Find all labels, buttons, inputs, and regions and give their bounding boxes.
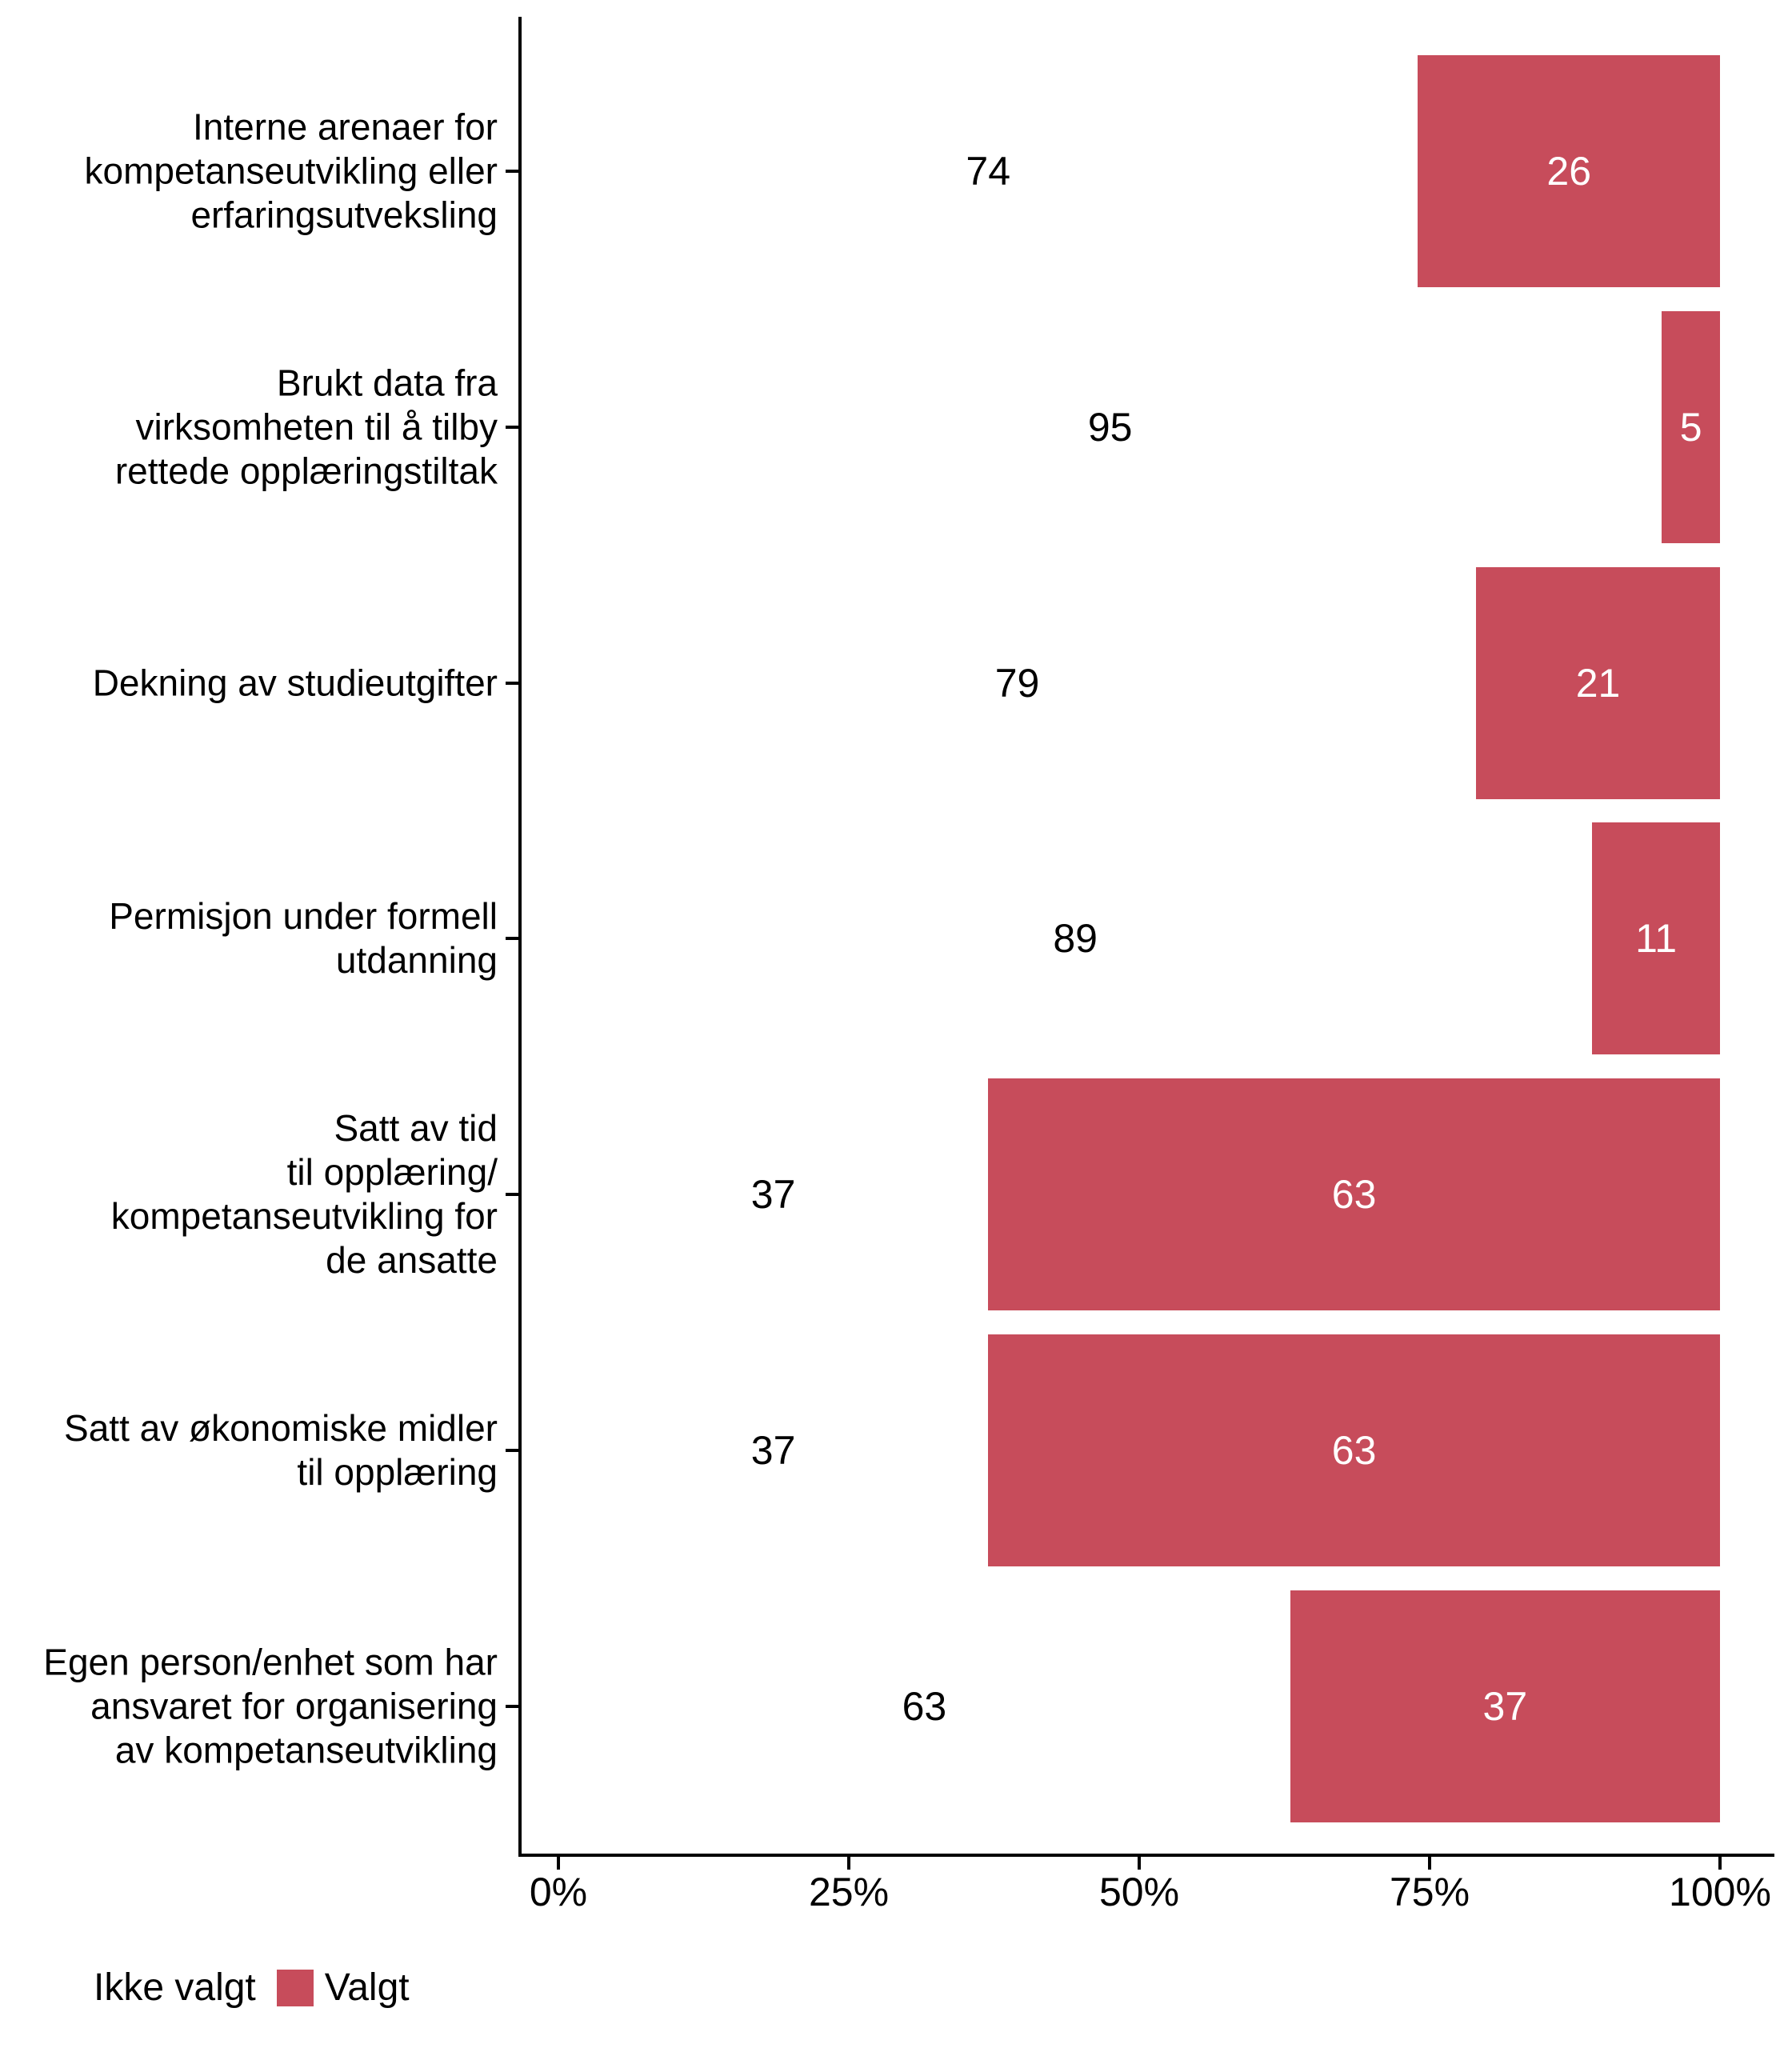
- y-axis-tick: [506, 426, 518, 429]
- ikke-valgt-value-label: 89: [1053, 916, 1098, 961]
- legend-item-label: Valgt: [324, 1966, 410, 2009]
- category-label: Permisjon under formell utdanning: [109, 895, 498, 981]
- valgt-value-label: 5: [1679, 405, 1702, 450]
- valgt-bar: 11: [1592, 822, 1720, 1054]
- ikke-valgt-value-label: 74: [966, 149, 1011, 194]
- category-label: Dekning av studieutgifter: [92, 662, 498, 704]
- legend-item: Valgt: [276, 1966, 410, 2009]
- valgt-value-label: 37: [1482, 1684, 1528, 1729]
- category-label: Brukt data fra virksomheten til å tilby …: [114, 362, 498, 492]
- ikke-valgt-value-label: 95: [1087, 405, 1133, 450]
- x-axis-tick-label: 50%: [1098, 1870, 1180, 1914]
- valgt-bar: 63: [988, 1334, 1720, 1566]
- x-axis-tick: [1718, 1857, 1722, 1870]
- y-axis-tick: [506, 170, 518, 173]
- valgt-value-label: 21: [1575, 661, 1621, 706]
- valgt-value-label: 63: [1331, 1172, 1377, 1217]
- ikke-valgt-bar: 95: [558, 311, 1662, 543]
- valgt-bar: 5: [1662, 311, 1720, 543]
- x-axis-line: [518, 1854, 1774, 1857]
- y-axis-tick: [506, 1705, 518, 1708]
- ikke-valgt-value-label: 37: [750, 1428, 796, 1473]
- ikke-valgt-bar: 79: [558, 567, 1477, 799]
- y-axis-tick: [506, 1449, 518, 1452]
- y-axis-line: [518, 17, 522, 1857]
- y-axis-tick: [506, 1193, 518, 1196]
- valgt-value-label: 63: [1331, 1428, 1377, 1473]
- valgt-bar: 37: [1290, 1590, 1720, 1822]
- x-axis-tick-label: 100%: [1669, 1870, 1771, 1914]
- valgt-value-label: 26: [1546, 149, 1592, 194]
- valgt-value-label: 11: [1635, 916, 1678, 961]
- y-axis-tick: [506, 937, 518, 940]
- ikke-valgt-bar: 37: [558, 1334, 989, 1566]
- ikke-valgt-bar: 89: [558, 822, 1593, 1054]
- ikke-valgt-bar: 63: [558, 1590, 1290, 1822]
- ikke-valgt-value-label: 37: [750, 1172, 796, 1217]
- category-label: Egen person/enhet som har ansvaret for o…: [43, 1641, 498, 1771]
- legend-key-swatch: [276, 1970, 314, 2006]
- ikke-valgt-value-label: 63: [902, 1684, 947, 1729]
- x-axis-tick: [847, 1857, 850, 1870]
- y-axis-tick: [506, 682, 518, 685]
- ikke-valgt-bar: 74: [558, 55, 1418, 287]
- ikke-valgt-bar: 37: [558, 1078, 989, 1310]
- valgt-bar: 26: [1418, 55, 1720, 287]
- category-label: Interne arenaer for kompetanseutvikling …: [84, 106, 498, 236]
- x-axis-tick: [1428, 1857, 1431, 1870]
- x-axis-tick-label: 75%: [1389, 1870, 1470, 1914]
- category-label: Satt av økonomiske midler til opplæring: [64, 1407, 498, 1493]
- ikke-valgt-value-label: 79: [994, 661, 1040, 706]
- legend-item-label: Ikke valgt: [94, 1966, 256, 2009]
- valgt-bar: 21: [1476, 567, 1720, 799]
- category-label: Satt av tid til opplæring/ kompetanseutv…: [110, 1107, 498, 1281]
- legend-item: Ikke valgt: [46, 1969, 256, 2007]
- legend: Ikke valgt Valgt: [46, 1966, 410, 2009]
- legend-key-swatch: [46, 1970, 82, 2006]
- x-axis-tick: [557, 1857, 560, 1870]
- x-axis-tick-label: 0%: [529, 1870, 588, 1914]
- x-axis-tick-label: 25%: [808, 1870, 890, 1914]
- x-axis-tick: [1138, 1857, 1141, 1870]
- valgt-bar: 63: [988, 1078, 1720, 1310]
